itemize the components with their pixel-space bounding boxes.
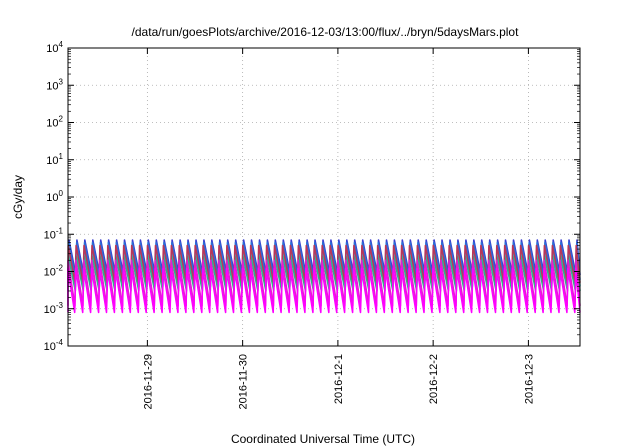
x-tick-label: 2016-12-3: [523, 354, 535, 404]
y-tick-label: 101: [46, 152, 63, 167]
y-tick-label: 10-1: [44, 226, 64, 241]
series-line: [67, 267, 581, 314]
x-axis-label: Coordinated Universal Time (UTC): [231, 432, 415, 446]
plot-series: [67, 239, 581, 314]
y-tick-label: 100: [46, 189, 63, 204]
x-axis: 2016-11-29 2016-11-30 2016-12-1 2016-12-2 20…: [142, 48, 535, 409]
y-tick-label: 10-4: [44, 338, 64, 353]
y-tick-label: 10-2: [44, 264, 64, 279]
y-axis: 10-4 10-3 10-2 10-1 100 101 102 103 104: [44, 40, 580, 353]
y-tick-label: 102: [46, 115, 63, 130]
y-tick-label: 103: [46, 77, 63, 92]
x-tick-label: 2016-11-30: [238, 354, 250, 409]
x-tick-label: 2016-12-2: [428, 354, 440, 404]
y-tick-label: 10-3: [44, 301, 64, 316]
x-tick-label: 2016-12-1: [333, 354, 345, 404]
y-axis-label: cGy/day: [11, 175, 25, 219]
x-tick-label: 2016-11-29: [142, 354, 154, 409]
chart-title: /data/run/goesPlots/archive/2016-12-03/1…: [132, 25, 520, 39]
y-tick-label: 104: [46, 40, 63, 55]
